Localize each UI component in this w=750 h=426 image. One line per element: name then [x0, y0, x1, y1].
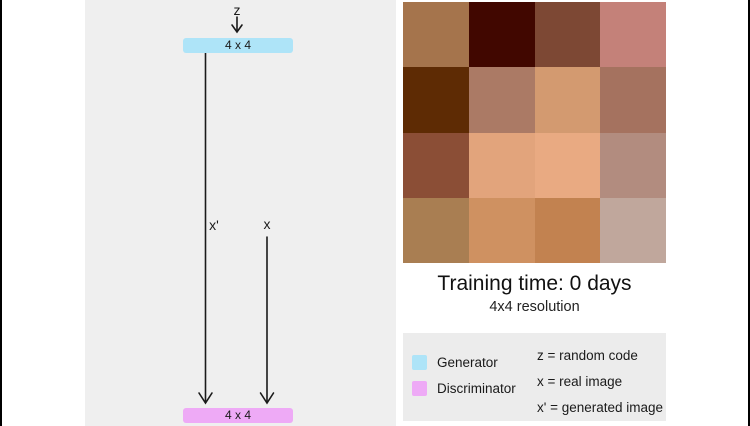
pixel-cell: [534, 67, 601, 133]
pixel-cell: [600, 67, 666, 133]
resolution-caption: 4x4 resolution: [489, 299, 580, 315]
pixel-cell: [534, 132, 601, 198]
pixel-cell: [468, 197, 535, 263]
frame-border-left: [0, 0, 2, 426]
z-label: z: [233, 2, 241, 18]
training-time-caption: Training time: 0 days: [437, 272, 632, 295]
pixel-cell: [534, 2, 601, 68]
pixel-cell: [600, 197, 666, 263]
frame-border-right: [748, 0, 750, 426]
generator-block: 4 x 4: [183, 38, 293, 53]
pixel-cell: [600, 2, 666, 68]
network-diagram-panel: [85, 0, 396, 426]
discriminator-swatch: [412, 381, 427, 396]
generator-legend-label: Generator: [437, 355, 498, 370]
x-prime-definition: x' = generated image: [537, 400, 664, 415]
x-label: x: [263, 216, 271, 232]
pixel-cell: [403, 67, 469, 133]
pixel-cell: [403, 197, 469, 263]
x-prime-label: x': [209, 217, 219, 233]
pixel-cell: [403, 2, 469, 68]
discriminator-block: 4 x 4: [183, 408, 293, 423]
legend-box: Generator Discriminator z = random code …: [403, 333, 666, 421]
pixel-cell: [468, 67, 535, 133]
generator-swatch: [412, 355, 427, 370]
pixel-cell: [403, 132, 469, 198]
pixel-image: [403, 2, 666, 263]
z-definition: z = random code: [537, 348, 638, 363]
x-definition: x = real image: [537, 374, 623, 389]
discriminator-legend-label: Discriminator: [437, 381, 516, 396]
pixel-cell: [534, 197, 601, 263]
pixel-cell: [468, 132, 535, 198]
pixel-cell: [600, 132, 666, 198]
pixel-cell: [468, 2, 535, 68]
